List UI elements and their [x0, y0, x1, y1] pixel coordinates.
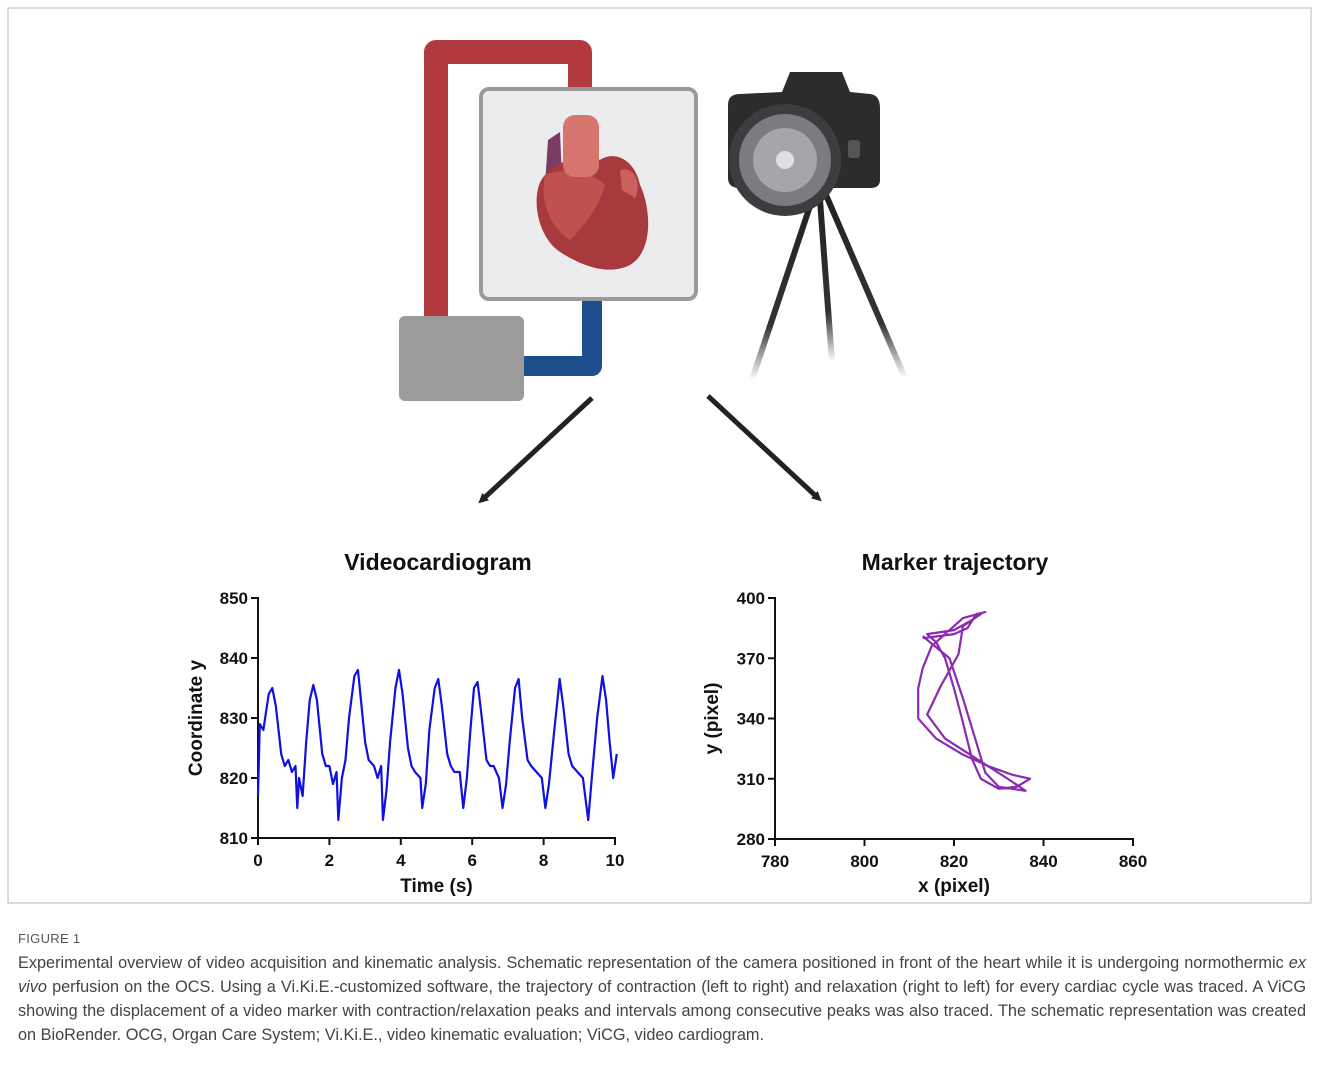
tripod-leg	[752, 200, 812, 380]
x-tick-label: 0	[253, 851, 262, 870]
data-line	[258, 670, 617, 820]
y-tick-label: 400	[737, 589, 765, 608]
y-axis-label: y (pixel)	[702, 683, 723, 755]
arrow	[482, 398, 592, 500]
x-tick-label: 820	[940, 852, 968, 871]
x-axis-label: Time (s)	[400, 876, 473, 897]
x-tick-label: 780	[761, 852, 789, 871]
pump-box	[399, 316, 524, 401]
x-tick-label: 8	[539, 851, 548, 870]
caption-text: Experimental overview of video acquisiti…	[18, 954, 1289, 972]
x-tick-label: 800	[850, 852, 878, 871]
camera-button	[848, 140, 860, 158]
chart-title: Marker trajectory	[862, 549, 1049, 575]
y-tick-label: 850	[220, 589, 248, 608]
caption: Experimental overview of video acquisiti…	[18, 951, 1306, 1047]
blue-tube	[515, 295, 592, 366]
lens	[776, 151, 794, 169]
chart-title: Videocardiogram	[344, 549, 531, 575]
arrow	[708, 396, 818, 498]
y-tick-label: 810	[220, 829, 248, 848]
x-tick-label: 4	[396, 851, 406, 870]
page: VideocardiogramTime (s)Coordinate y81082…	[0, 0, 1319, 1077]
aorta	[563, 115, 599, 177]
tripod-leg	[826, 195, 905, 378]
x-tick-label: 10	[606, 851, 625, 870]
y-tick-label: 840	[220, 649, 248, 668]
y-tick-label: 280	[737, 830, 765, 849]
x-axis-label: x (pixel)	[918, 876, 990, 897]
illustration	[399, 52, 905, 500]
y-axis-label: Coordinate y	[186, 660, 207, 777]
x-tick-label: 840	[1029, 852, 1057, 871]
y-tick-label: 340	[737, 710, 765, 729]
figure-label: FIGURE 1	[18, 931, 80, 946]
y-tick-label: 820	[220, 769, 248, 788]
data-line	[918, 612, 1030, 791]
y-tick-label: 370	[737, 649, 765, 668]
x-tick-label: 860	[1119, 852, 1147, 871]
x-tick-label: 6	[467, 851, 476, 870]
y-tick-label: 830	[220, 709, 248, 728]
caption-text: perfusion on the OCS. Using a Vi.Ki.E.-c…	[18, 978, 1306, 1044]
y-tick-label: 310	[737, 770, 765, 789]
x-tick-label: 2	[325, 851, 334, 870]
tripod-leg	[820, 200, 832, 362]
